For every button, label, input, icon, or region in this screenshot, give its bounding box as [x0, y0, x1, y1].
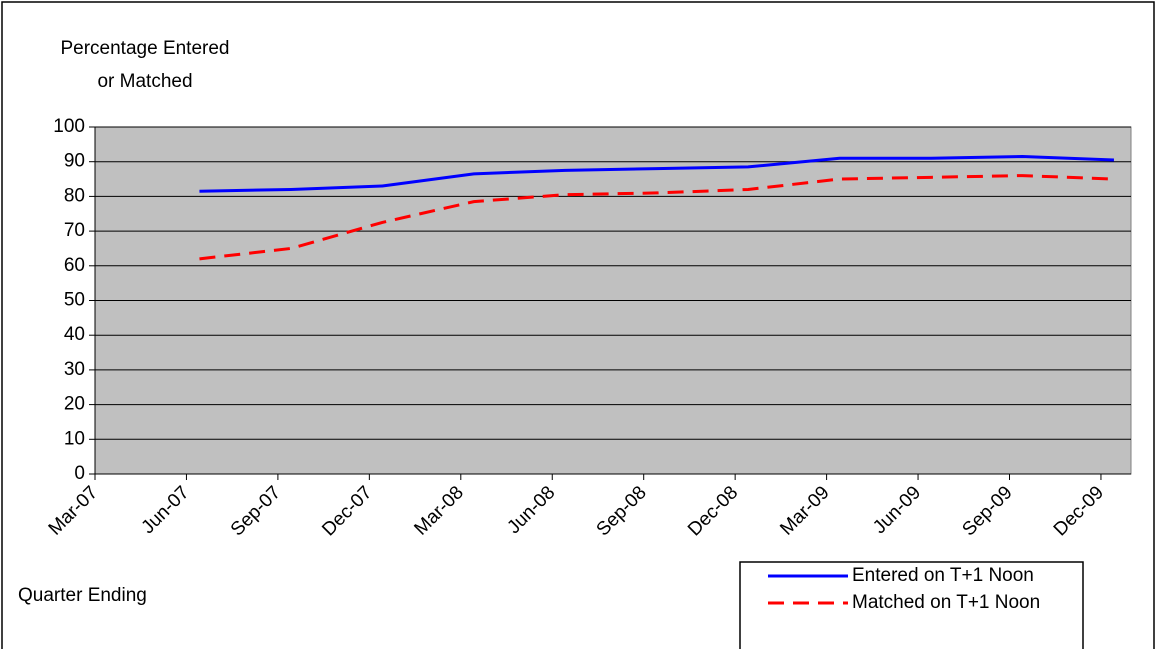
y-tick-label: 40 — [64, 324, 85, 345]
y-tick-label: 60 — [64, 255, 85, 276]
legend-label: Matched on T+1 Noon — [852, 592, 1040, 613]
y-axis-label: or Matched — [97, 71, 192, 92]
x-tick-label: Sep-09 — [958, 482, 1016, 540]
y-tick-label: 50 — [64, 290, 85, 311]
x-tick-label: Mar-09 — [776, 482, 833, 539]
y-tick-label: 30 — [64, 359, 85, 380]
x-tick-label: Dec-09 — [1050, 482, 1108, 540]
y-tick-label: 20 — [64, 394, 85, 415]
series-line — [199, 154, 1115, 193]
y-axis-label: Percentage Entered — [60, 38, 229, 59]
y-tick-label: 100 — [53, 116, 85, 137]
x-tick-label: Jun-08 — [503, 482, 559, 538]
y-tick-label: 80 — [64, 185, 85, 206]
y-tick-label: 0 — [74, 463, 85, 484]
series-line — [199, 174, 1115, 261]
x-tick-label: Mar-07 — [45, 482, 102, 539]
x-tick-label: Sep-08 — [593, 482, 651, 540]
x-tick-label: Jun-07 — [138, 482, 194, 538]
y-tick-label: 10 — [64, 428, 85, 449]
x-tick-label: Mar-08 — [410, 482, 467, 539]
x-tick-label: Sep-07 — [227, 482, 285, 540]
x-axis-label: Quarter Ending — [18, 585, 147, 606]
legend: Entered on T+1 Noon Matched on T+1 Noon — [739, 561, 1084, 649]
y-tick-label: 90 — [64, 151, 85, 172]
x-tick-label: Dec-07 — [318, 482, 376, 540]
y-tick-label: 70 — [64, 220, 85, 241]
x-tick-label: Dec-08 — [684, 482, 742, 540]
x-tick-label: Jun-09 — [869, 482, 925, 538]
legend-label: Entered on T+1 Noon — [852, 565, 1034, 586]
